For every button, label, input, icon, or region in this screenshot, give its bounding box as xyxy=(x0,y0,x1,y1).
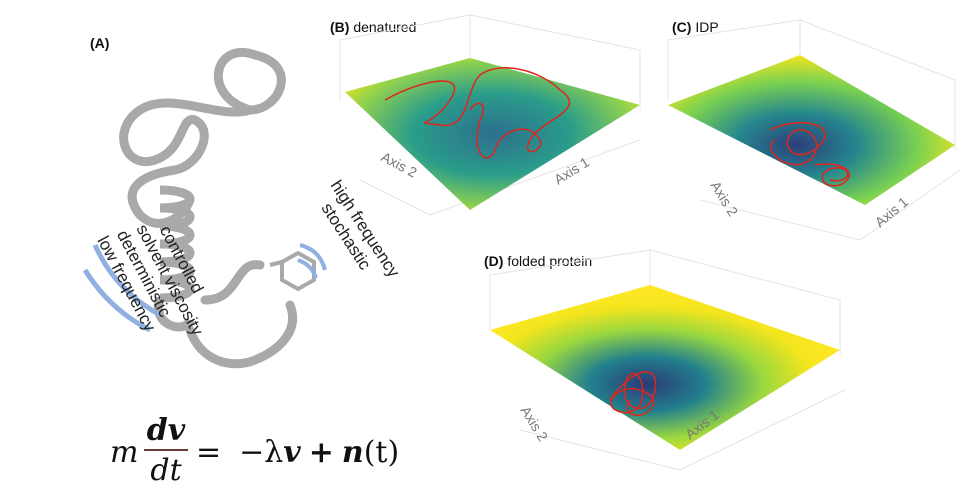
eq-plus: + xyxy=(309,435,334,470)
eq-noise: n xyxy=(342,435,364,470)
panel-label: (D) folded protein xyxy=(484,253,592,269)
eq-numerator: dv xyxy=(147,413,186,448)
panel-tag: (D) xyxy=(484,253,503,269)
landscape xyxy=(345,58,640,210)
eq-rhs: = −λv+n(t) xyxy=(196,435,399,470)
eq-denominator: dt xyxy=(150,453,182,485)
panel-label: (C) IDP xyxy=(672,19,719,35)
panel-label: (A) xyxy=(90,35,109,51)
eq-velocity: v xyxy=(283,435,301,470)
benzene-ring xyxy=(282,253,314,289)
panel-tag: (C) xyxy=(672,19,691,35)
right-text: high frequency stochastic xyxy=(310,177,404,292)
eq-mass: m xyxy=(110,435,138,470)
panel-tag: (B) xyxy=(330,19,349,35)
eq-friction: −λ xyxy=(239,435,283,470)
axis-label: Axis 1 xyxy=(551,154,592,188)
figure: (A) low frequency deterministic solvent … xyxy=(0,0,967,485)
panel-label: (B) denatured xyxy=(330,19,416,35)
landscape xyxy=(668,55,955,205)
eq-equals: = xyxy=(196,435,221,470)
chain xyxy=(124,52,282,223)
axis-label: Axis 1 xyxy=(872,193,912,230)
eq-time: (t) xyxy=(364,435,399,470)
axis-label: Axis 2 xyxy=(517,403,551,444)
axis-label: Axis 2 xyxy=(707,178,741,219)
chain xyxy=(190,265,293,364)
